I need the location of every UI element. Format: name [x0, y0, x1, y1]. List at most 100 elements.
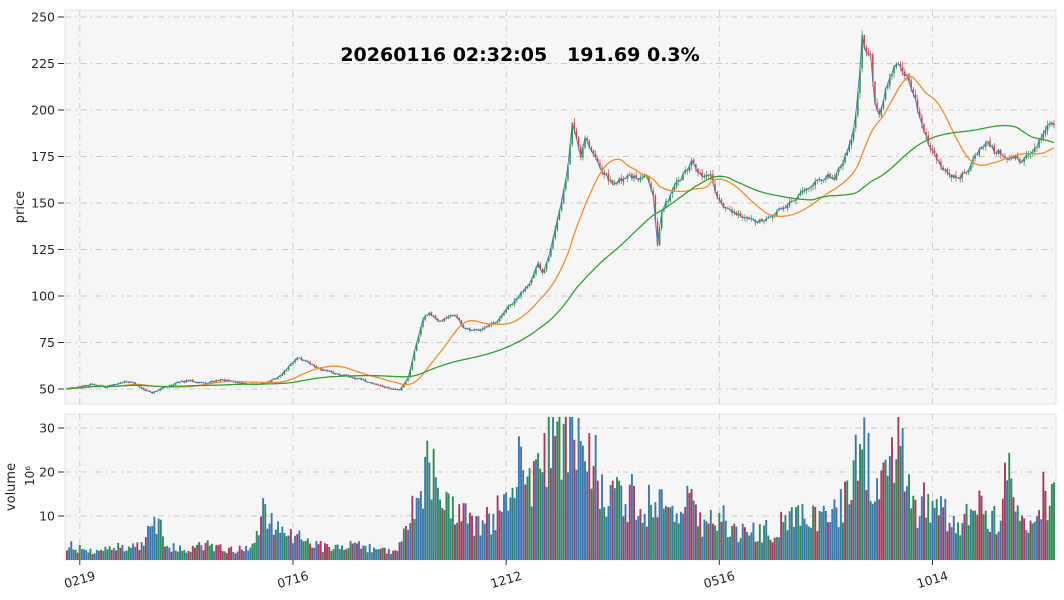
- volume-bar: [505, 492, 508, 560]
- candle: [852, 128, 855, 140]
- volume-bar: [230, 546, 233, 560]
- candle: [192, 379, 194, 382]
- candle: [539, 263, 541, 270]
- candle: [505, 309, 507, 313]
- volume-bar: [931, 500, 934, 560]
- volume-bar: [419, 491, 422, 560]
- volume-bar: [211, 543, 213, 560]
- candle: [409, 369, 411, 378]
- volume-bar: [193, 547, 196, 560]
- candle: [488, 325, 490, 327]
- volume-bar: [298, 530, 301, 560]
- volume-bar: [594, 435, 597, 560]
- volume-bar: [803, 518, 806, 560]
- candle: [594, 153, 597, 158]
- candle: [771, 215, 774, 218]
- candle: [1025, 155, 1028, 159]
- volume-bar: [940, 496, 942, 560]
- candle: [607, 173, 610, 181]
- volume-bar: [204, 542, 207, 560]
- price-tick-label: 75: [39, 335, 55, 350]
- candle: [626, 175, 629, 179]
- candle: [925, 132, 927, 136]
- volume-bars: [66, 417, 1055, 560]
- volume-bar: [183, 550, 186, 560]
- volume-bar: [1010, 478, 1013, 560]
- volume-bar: [908, 474, 910, 560]
- candle: [688, 165, 691, 171]
- volume-bar: [816, 531, 819, 560]
- candle: [633, 175, 635, 179]
- volume-bar: [965, 503, 968, 560]
- volume-bar: [758, 524, 761, 560]
- candle: [978, 148, 981, 156]
- candle: [622, 178, 625, 182]
- candle: [1023, 158, 1025, 163]
- volume-bar: [929, 522, 932, 560]
- volume-bar: [110, 549, 113, 560]
- candle: [891, 73, 893, 77]
- volume-bar: [797, 505, 800, 560]
- volume-bar: [159, 519, 162, 560]
- candle: [974, 155, 976, 159]
- volume-bar: [807, 526, 810, 560]
- volume-bar: [66, 550, 68, 560]
- volume-bar: [852, 460, 855, 560]
- candle: [652, 190, 654, 196]
- volume-tick-label: 10: [39, 508, 55, 523]
- volume-bar: [854, 434, 857, 560]
- volume-bar: [140, 542, 143, 560]
- volume-bar: [692, 500, 695, 560]
- volume-bar: [106, 549, 109, 560]
- candle: [999, 149, 1002, 155]
- volume-bar: [618, 480, 621, 560]
- candle: [1010, 156, 1013, 160]
- volume-bar: [415, 497, 418, 560]
- volume-bar: [473, 535, 476, 560]
- candle: [848, 144, 851, 152]
- volume-bar: [287, 535, 290, 560]
- candle: [458, 317, 460, 321]
- candle: [861, 34, 863, 69]
- volume-bar: [820, 511, 823, 560]
- volume-bar: [848, 504, 851, 560]
- candle: [113, 384, 115, 386]
- volume-panel: [64, 413, 1057, 561]
- volume-bar: [1046, 520, 1049, 560]
- candle: [142, 388, 145, 390]
- volume-bar: [334, 544, 337, 560]
- candle: [496, 321, 499, 323]
- candle: [582, 147, 584, 158]
- volume-bar: [601, 474, 604, 560]
- volume-bar: [528, 468, 531, 560]
- volume-bar: [315, 540, 318, 560]
- candle: [1042, 133, 1045, 139]
- candle: [669, 194, 672, 202]
- volume-bar: [108, 546, 111, 560]
- volume-bar: [697, 526, 699, 560]
- candle: [1051, 122, 1053, 125]
- volume-bar: [679, 511, 682, 560]
- volume-bar: [918, 516, 921, 560]
- volume-bar: [812, 505, 815, 560]
- volume-bar: [266, 528, 269, 560]
- volume-bar: [581, 445, 584, 560]
- candle: [690, 160, 693, 166]
- volume-bar: [439, 499, 442, 560]
- volume-bar: [520, 446, 523, 560]
- volume-bar: [522, 470, 525, 560]
- volume-bar: [300, 539, 303, 560]
- candle: [516, 298, 518, 301]
- candle: [599, 163, 601, 168]
- volume-bar: [377, 549, 380, 560]
- volume-bar: [526, 476, 529, 560]
- candle: [309, 361, 311, 364]
- volume-bar: [319, 541, 322, 560]
- volume-bar: [961, 522, 964, 560]
- volume-bar: [720, 521, 723, 560]
- volume-bar: [880, 470, 883, 560]
- volume-bar: [249, 547, 252, 560]
- volume-bar: [466, 523, 469, 560]
- volume-bar: [219, 544, 222, 560]
- volume-bar: [432, 448, 435, 560]
